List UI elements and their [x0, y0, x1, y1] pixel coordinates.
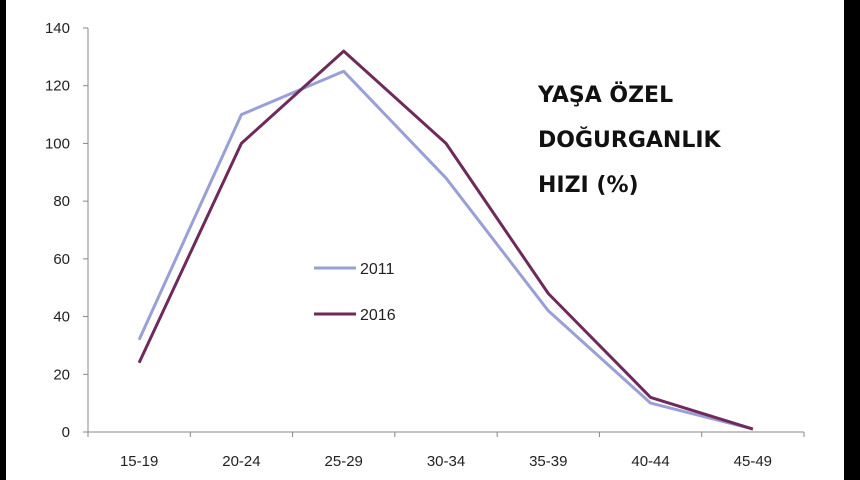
line-chart: 0 20 40 60 80 100 120 140 15-19 20-24 25-29 30-34 3… — [45, 20, 805, 470]
y-tick-labels: 0 20 40 60 80 100 120 140 — [45, 20, 88, 441]
y-tick-label: 120 — [45, 78, 70, 95]
x-tick-label: 45-49 — [734, 453, 772, 470]
legend-label-2016: 2016 — [360, 307, 396, 324]
y-tick-label: 100 — [45, 135, 70, 152]
chart-frame: 0 20 40 60 80 100 120 140 15-19 20-24 25-29 30-34 3… — [6, 0, 844, 480]
title-line-2: DOĞURGANLIK — [538, 127, 722, 153]
series-lines — [137, 49, 754, 431]
legend-label-2011: 2011 — [360, 261, 395, 278]
series-line-2016 — [137, 49, 754, 431]
x-tick-labels: 15-19 20-24 25-29 30-34 35-39 40-44 45-49 — [87, 432, 805, 470]
chart-axes — [87, 28, 804, 433]
x-tick-label: 25-29 — [325, 453, 363, 470]
y-tick-label: 80 — [53, 193, 70, 210]
y-tick-label: 40 — [53, 309, 70, 326]
title-line-3: HIZI (%) — [538, 173, 639, 198]
y-tick-label: 140 — [45, 20, 70, 37]
x-tick-label: 30-34 — [427, 453, 465, 470]
y-tick-label: 60 — [53, 251, 70, 268]
y-tick-label: 20 — [53, 366, 70, 383]
x-tick-label: 15-19 — [120, 453, 158, 470]
x-tick-label: 20-24 — [222, 453, 260, 470]
legend: 2011 2016 — [314, 261, 396, 324]
title-line-1: YAŞA ÖZEL — [537, 82, 673, 108]
chart-title: YAŞA ÖZEL DOĞURGANLIK HIZI (%) — [537, 82, 722, 198]
x-tick-label: 35-39 — [529, 453, 567, 470]
y-tick-label: 0 — [62, 424, 70, 441]
x-tick-label: 40-44 — [631, 453, 669, 470]
series-line-2011 — [137, 69, 754, 431]
